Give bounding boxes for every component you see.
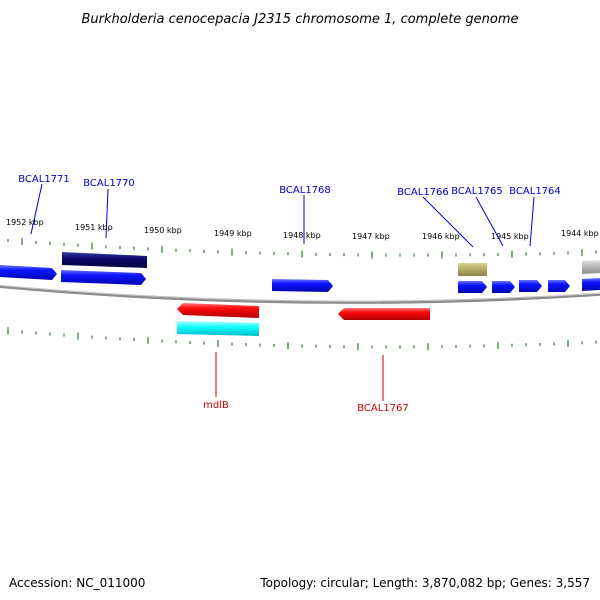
kbp-label-1950: 1950 kbp bbox=[144, 226, 182, 235]
gene-label-mdlb[interactable]: mdlB bbox=[203, 400, 229, 411]
gene-forward-edge-gray[interactable] bbox=[582, 260, 600, 274]
gene-bcal1767[interactable] bbox=[338, 308, 430, 320]
chromosome-backbone bbox=[0, 284, 600, 304]
reverse-strand-genes bbox=[177, 303, 430, 336]
gene-forward-unlabeled-2[interactable] bbox=[548, 280, 570, 292]
accession-text: Accession: NC_011000 bbox=[9, 576, 145, 590]
gene-labels: BCAL1771 BCAL1770 BCAL1768 BCAL1766 BCAL… bbox=[18, 174, 561, 414]
leader-bcal1764 bbox=[529, 196, 535, 247]
gene-label-leaders bbox=[30, 183, 535, 401]
gene-label-bcal1766[interactable]: BCAL1766 bbox=[397, 187, 449, 198]
gene-label-bcal1770[interactable]: BCAL1770 bbox=[83, 178, 135, 189]
gene-mdlb[interactable] bbox=[177, 303, 259, 318]
gene-label-bcal1771[interactable]: BCAL1771 bbox=[18, 174, 70, 185]
leader-bcal1770 bbox=[105, 188, 109, 239]
map-title: Burkholderia cenocepacia J2315 chromosom… bbox=[81, 12, 518, 27]
chromosome-backbone-highlight bbox=[0, 285, 600, 302]
gene-forward-edge-blue[interactable] bbox=[582, 278, 600, 291]
kbp-label-1951: 1951 kbp bbox=[75, 223, 113, 232]
outer-tick-marks bbox=[7, 238, 597, 259]
gene-bcal1766[interactable] bbox=[458, 263, 487, 276]
gene-label-bcal1765[interactable]: BCAL1765 bbox=[451, 186, 503, 197]
gene-bcal1771[interactable] bbox=[0, 265, 57, 280]
inner-tick-marks bbox=[7, 327, 597, 351]
topology-summary-text: Topology: circular; Length: 3,870,082 bp… bbox=[259, 576, 590, 590]
forward-strand-genes bbox=[0, 252, 600, 293]
kbp-label-1945: 1945 kbp bbox=[491, 232, 529, 241]
kbp-label-1952: 1952 kbp bbox=[6, 218, 44, 227]
gene-bcal1765[interactable] bbox=[458, 281, 487, 293]
gene-bcal1764[interactable] bbox=[492, 281, 515, 293]
leader-bcal1766 bbox=[422, 196, 474, 248]
kbp-label-1949: 1949 kbp bbox=[214, 229, 252, 238]
gene-label-bcal1768[interactable]: BCAL1768 bbox=[279, 185, 331, 196]
leader-bcal1765 bbox=[475, 196, 504, 247]
gene-forward-unlabeled-1[interactable] bbox=[519, 280, 542, 292]
kbp-label-1946: 1946 kbp bbox=[422, 232, 460, 241]
kbp-label-1948: 1948 kbp bbox=[283, 231, 321, 240]
gene-label-bcal1764[interactable]: BCAL1764 bbox=[509, 186, 561, 197]
kbp-label-1947: 1947 kbp bbox=[352, 232, 390, 241]
gene-mdlb-lower[interactable] bbox=[177, 321, 259, 336]
leader-bcal1771 bbox=[30, 183, 43, 235]
gene-bcal1768[interactable] bbox=[272, 279, 333, 292]
kbp-label-1944: 1944 kbp bbox=[561, 229, 599, 238]
gene-label-bcal1767[interactable]: BCAL1767 bbox=[357, 403, 409, 414]
gene-bcal1770-upper[interactable] bbox=[62, 252, 147, 268]
kbp-scale-labels: 1952 kbp 1951 kbp 1950 kbp 1949 kbp 1948… bbox=[6, 218, 599, 241]
gene-bcal1770[interactable] bbox=[61, 270, 146, 285]
